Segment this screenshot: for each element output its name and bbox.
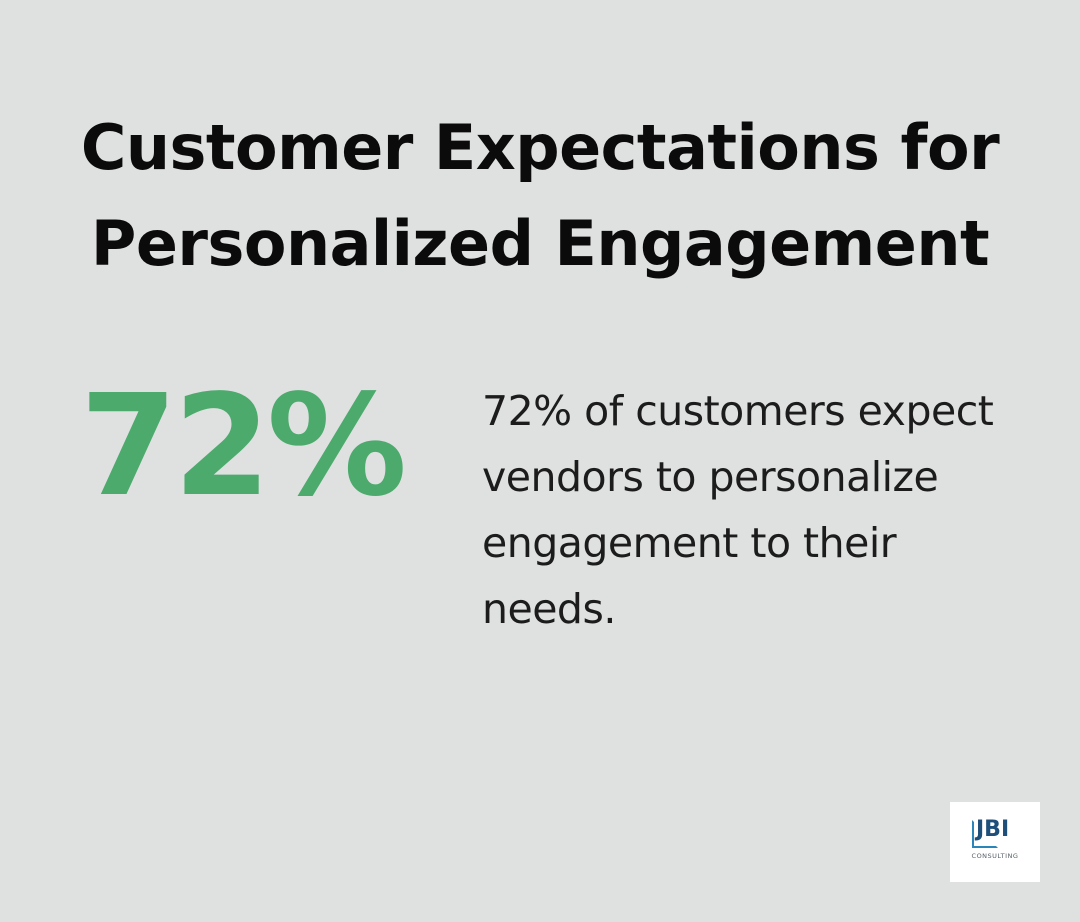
logo-subtext: CONSULTING — [971, 852, 1019, 860]
page-title: Customer Expectations for Personalized E… — [80, 111, 1000, 280]
logo-frame-icon — [972, 820, 998, 848]
stat-description: 72% of customers expect vendors to perso… — [482, 387, 994, 633]
logo-text: JBI — [976, 817, 1010, 842]
stat-value: 72% — [80, 365, 407, 528]
company-logo: JBI CONSULTING — [950, 802, 1040, 882]
